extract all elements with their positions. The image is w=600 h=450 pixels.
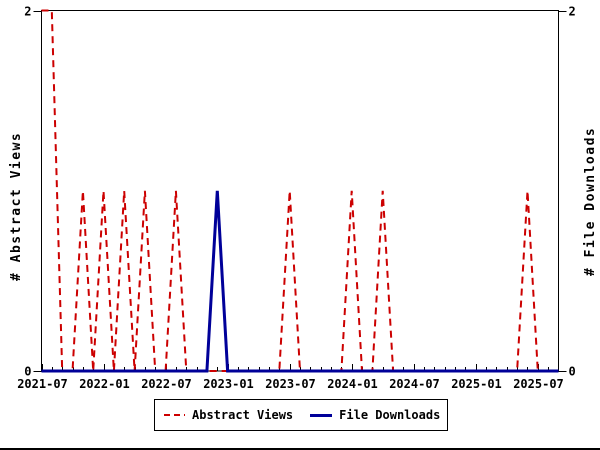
bottom-border-line [0, 448, 600, 450]
x-tick-label: 2024-01 [327, 377, 378, 391]
x-tick-label: 2024-07 [389, 377, 440, 391]
x-tick-label: 2023-07 [265, 377, 316, 391]
abstract-views-line [41, 9, 559, 372]
legend-box: Abstract Views File Downloads [154, 399, 448, 431]
x-tick-label: 2025-01 [451, 377, 502, 391]
y-tick-label-right: 0 [569, 365, 576, 379]
y-tick-label-right: 2 [569, 5, 576, 19]
file-downloads-line [41, 190, 559, 373]
legend-label-abstract-views: Abstract Views [192, 408, 294, 422]
abstract-views-line-sample [164, 414, 185, 416]
y-tick-label-left: 2 [24, 5, 31, 19]
x-tick-label: 2022-01 [79, 377, 130, 391]
plot-border [41, 10, 559, 372]
x-tick-label: 2022-07 [141, 377, 192, 391]
x-tick-label: 2023-01 [203, 377, 254, 391]
x-tick-label: 2025-07 [513, 377, 564, 391]
y-axis-title-right: # File Downloads [583, 126, 598, 276]
x-tick-label: 2021-07 [17, 377, 68, 391]
file-downloads-line-sample [310, 413, 333, 417]
y-axis-title-left: # Abstract Views [9, 131, 24, 281]
legend-label-file-downloads: File Downloads [339, 408, 441, 422]
y-tick-label-left: 0 [24, 365, 31, 379]
